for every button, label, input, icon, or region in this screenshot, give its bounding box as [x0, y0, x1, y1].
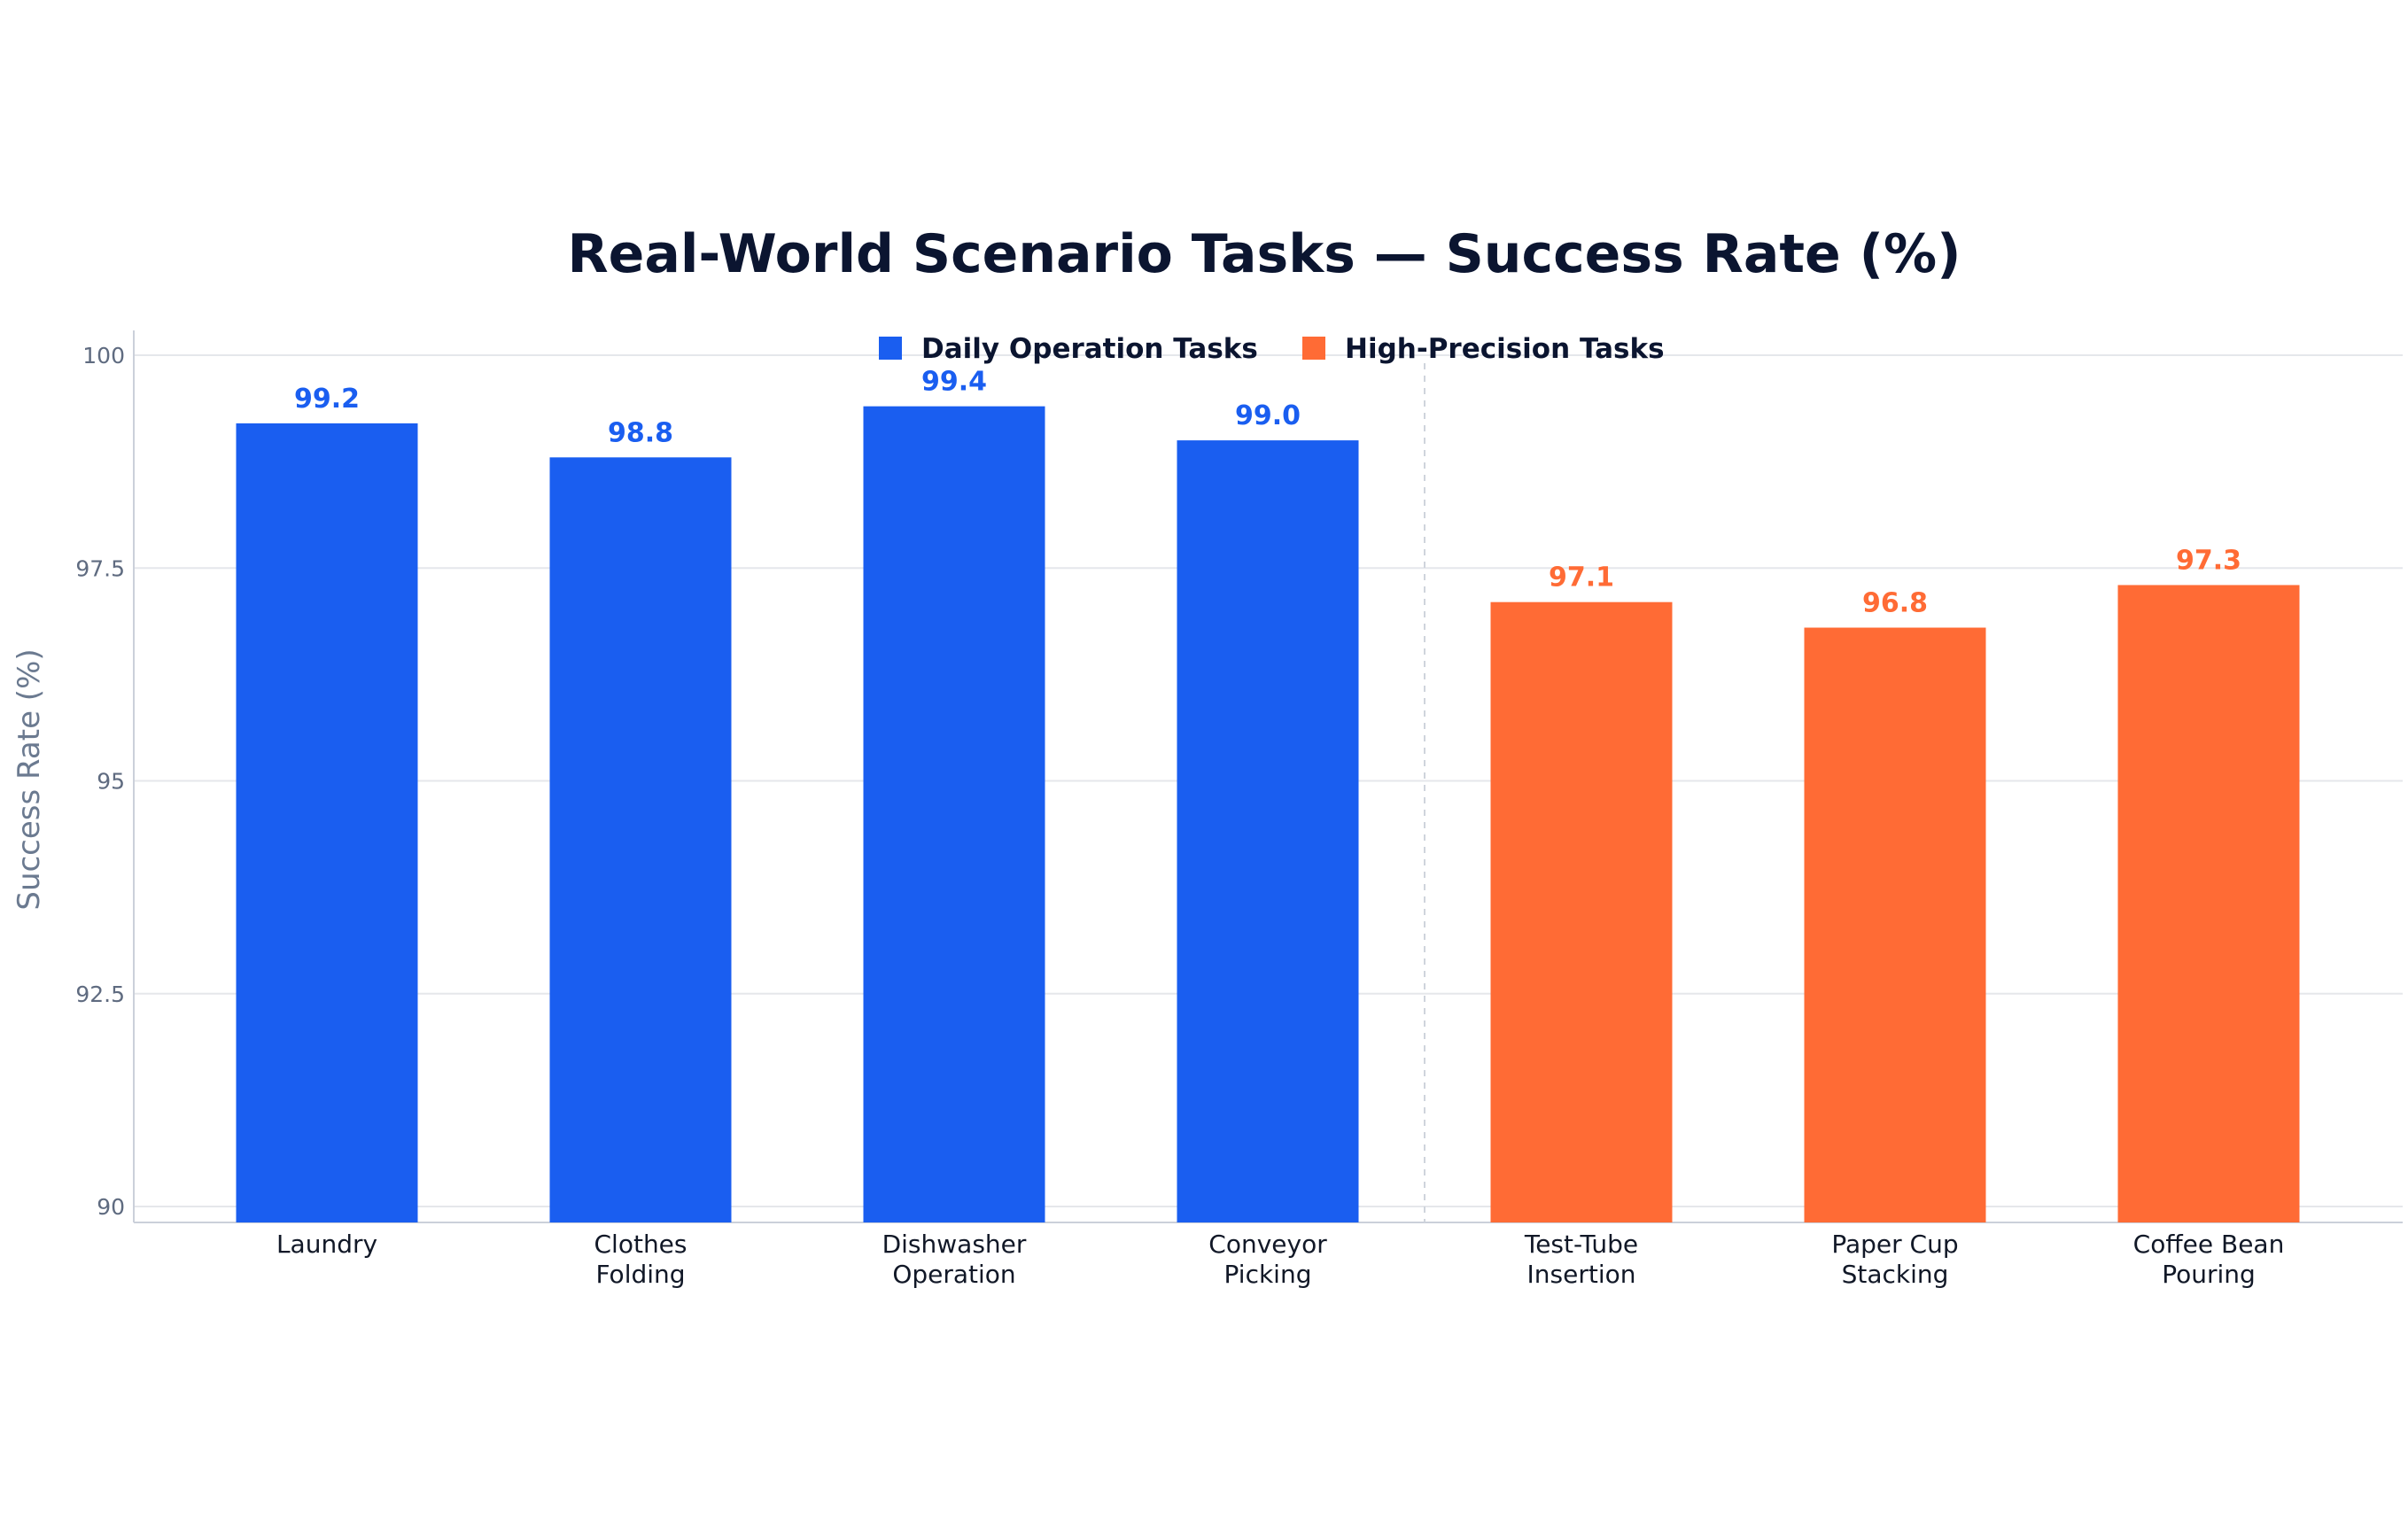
x-tick-labels: Laundry Clothes Folding Dishwasher Operation…: [276, 1230, 2284, 1289]
bar-value-label: 99.2: [294, 384, 360, 415]
bar-value-label: 99.0: [1235, 400, 1301, 431]
bar-value-label: 97.3: [2176, 545, 2241, 576]
legend-label-daily: Daily Operation Tasks: [921, 333, 1258, 365]
bar-high-precision: [1490, 601, 1673, 1222]
legend: Daily Operation Tasks High-Precision Tas…: [879, 333, 1665, 365]
bar-value-label: 97.1: [1549, 563, 1614, 594]
x-tick-label: Coffee Bean Pouring: [2133, 1230, 2285, 1289]
x-tick-label: Paper Cup Stacking: [1831, 1230, 1958, 1289]
legend-swatch-daily: [879, 337, 902, 360]
y-tick-label: 90: [97, 1194, 125, 1220]
bar-daily: [1177, 440, 1359, 1223]
y-tick-labels: 100 97.5 95 92.5 90: [75, 343, 125, 1220]
value-labels: 99.2 98.8 99.4 99.0 97.1 96.8 97.3: [294, 367, 2241, 619]
bar-high-precision: [1804, 627, 1986, 1222]
chart-title: Real-World Scenario Tasks — Success Rate…: [567, 223, 1961, 285]
y-tick-label: 97.5: [75, 555, 125, 581]
x-tick-label: Conveyor Picking: [1208, 1230, 1327, 1289]
x-tick-label: Test-Tube Insertion: [1524, 1230, 1638, 1289]
bar-value-label: 96.8: [1862, 588, 1928, 619]
y-tick-label: 95: [97, 769, 125, 795]
x-tick-label: Laundry: [276, 1230, 377, 1259]
y-axis-label: Success Rate (%): [12, 648, 47, 910]
x-tick-label: Dishwasher Operation: [882, 1230, 1027, 1289]
y-tick-label: 100: [82, 343, 125, 369]
x-tick-label: Clothes Folding: [594, 1230, 687, 1289]
bar-daily: [549, 457, 732, 1222]
bar-daily: [863, 406, 1045, 1222]
bar-high-precision: [2117, 585, 2300, 1222]
bars: [236, 406, 2300, 1223]
legend-swatch-high-precision: [1302, 337, 1325, 360]
bar-value-label: 98.8: [608, 417, 673, 448]
bar-daily: [236, 423, 418, 1222]
y-tick-label: 92.5: [75, 982, 125, 1007]
bar-value-label: 99.4: [921, 367, 987, 398]
legend-label-high-precision: High-Precision Tasks: [1345, 333, 1665, 365]
